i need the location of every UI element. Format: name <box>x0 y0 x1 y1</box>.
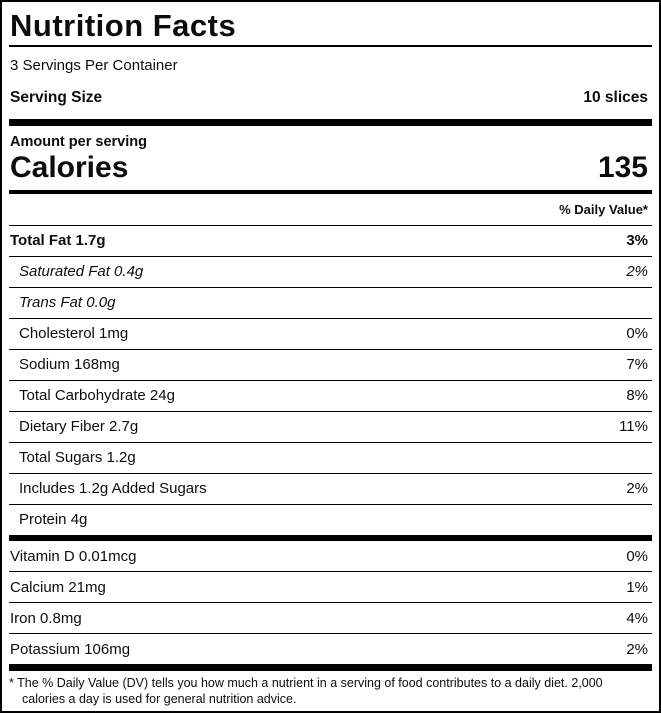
serving-size-label: Serving Size <box>10 89 103 106</box>
nutrient-daily-value: 0% <box>626 547 648 565</box>
nutrient-row: Includes 1.2g Added Sugars 2% <box>9 472 652 504</box>
nutrient-row: Total Sugars 1.2g <box>9 441 652 473</box>
nutrient-row: Potassium 106mg 2% <box>9 633 652 664</box>
nutrient-name: Vitamin D 0.01mcg <box>10 547 137 565</box>
nutrient-name: Protein 4g <box>19 511 88 529</box>
nutrient-row: Dietary Fiber 2.7g 11% <box>9 410 652 442</box>
nutrient-daily-value: 1% <box>626 578 648 596</box>
nutrient-daily-value: 7% <box>626 356 648 374</box>
serving-size-row: Serving Size 10 slices <box>2 75 659 119</box>
nutrient-name: Total Fat 1.7g <box>10 232 106 250</box>
nutrient-daily-value: 2% <box>626 480 648 498</box>
micronutrient-rows: Vitamin D 0.01mcg 0% Calcium 21mg 1% Iron 0.… <box>9 541 652 664</box>
nutrient-name: Saturated Fat 0.4g <box>19 263 144 281</box>
nutrient-daily-value: 3% <box>626 232 648 250</box>
label-title: Nutrition Facts <box>10 8 237 43</box>
nutrient-name: Total Carbohydrate 24g <box>19 387 175 405</box>
nutrient-row: Calcium 21mg 1% <box>9 571 652 602</box>
nutrient-row: Iron 0.8mg 4% <box>9 602 652 633</box>
section-bar-bottom <box>9 664 652 672</box>
nutrient-name: Calcium 21mg <box>10 578 106 596</box>
nutrient-daily-value: 4% <box>626 609 648 627</box>
calories-label: Calories <box>10 150 129 184</box>
calories-bar <box>9 189 652 194</box>
nutrient-daily-value: 2% <box>626 640 648 658</box>
nutrient-name: Trans Fat 0.0g <box>19 294 116 312</box>
footnote-text: * The % Daily Value (DV) tells you how m… <box>9 676 603 706</box>
nutrient-row: Total Carbohydrate 24g 8% <box>9 379 652 411</box>
nutrient-name: Dietary Fiber 2.7g <box>19 418 139 436</box>
title-divider <box>9 45 652 47</box>
nutrient-row: Vitamin D 0.01mcg 0% <box>9 541 652 571</box>
nutrient-name: Cholesterol 1mg <box>19 325 129 343</box>
calories-row: Calories 135 <box>2 151 659 190</box>
serving-size-value: 10 slices <box>583 89 648 106</box>
nutrient-rows: Total Fat 1.7g 3% Saturated Fat 0.4g 2% Tran… <box>9 224 652 535</box>
nutrient-daily-value: 11% <box>619 418 648 436</box>
nutrient-name: Total Sugars 1.2g <box>19 449 136 467</box>
nutrient-name: Includes 1.2g Added Sugars <box>19 480 207 498</box>
nutrient-daily-value: 2% <box>626 263 648 281</box>
nutrient-name: Potassium 106mg <box>10 640 131 658</box>
nutrient-row: Saturated Fat 0.4g 2% <box>9 255 652 287</box>
servings-per-container: 3 Servings Per Container <box>10 57 178 74</box>
calories-value: 135 <box>597 150 648 184</box>
footnote: * The % Daily Value (DV) tells you how m… <box>2 671 659 711</box>
nutrient-daily-value: 0% <box>626 325 648 343</box>
nutrient-row: Trans Fat 0.0g <box>9 286 652 318</box>
amount-per-serving-label: Amount per serving <box>10 133 147 150</box>
daily-value-header: % Daily Value* <box>559 201 648 217</box>
nutrient-name: Iron 0.8mg <box>10 609 82 627</box>
nutrient-row: Cholesterol 1mg 0% <box>9 317 652 349</box>
nutrient-daily-value: 8% <box>626 387 648 405</box>
nutrient-row: Sodium 168mg 7% <box>9 348 652 380</box>
nutrient-row: Protein 4g <box>9 503 652 535</box>
section-bar-top <box>9 119 652 126</box>
nutrient-name: Sodium 168mg <box>19 356 120 374</box>
section-bar-middle <box>9 534 652 542</box>
nutrient-row: Total Fat 1.7g 3% <box>9 224 652 256</box>
